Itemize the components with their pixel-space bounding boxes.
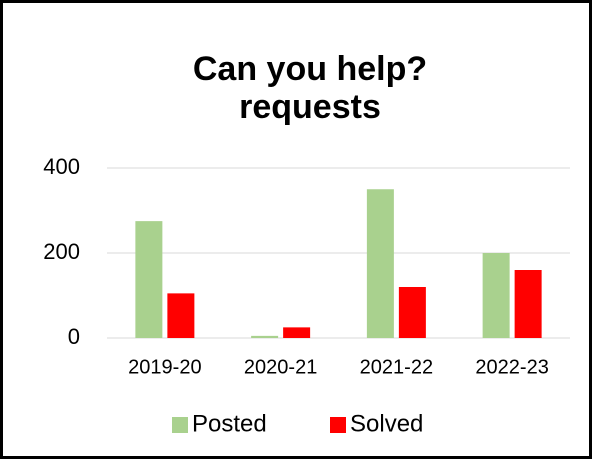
bar [135, 221, 163, 338]
bar [366, 189, 394, 338]
legend-swatch [330, 417, 346, 433]
legend-label: Posted [192, 410, 267, 437]
bar [514, 270, 542, 338]
bar [167, 293, 195, 338]
bar [398, 287, 426, 338]
x-tick-label: 2019-20 [128, 356, 201, 378]
x-tick-label: 2021-22 [360, 356, 433, 378]
x-tick-label: 2020-21 [244, 356, 317, 378]
chart-title: Can you help? requests [192, 50, 428, 126]
bar [251, 335, 279, 338]
x-tick-label: 2022-23 [475, 356, 548, 378]
bar [482, 253, 510, 338]
y-tick-label: 0 [68, 324, 80, 349]
legend-swatch [172, 417, 188, 433]
legend-label: Solved [350, 410, 423, 437]
y-tick-label: 400 [43, 154, 80, 179]
bar [283, 327, 311, 338]
y-tick-label: 200 [43, 239, 80, 264]
